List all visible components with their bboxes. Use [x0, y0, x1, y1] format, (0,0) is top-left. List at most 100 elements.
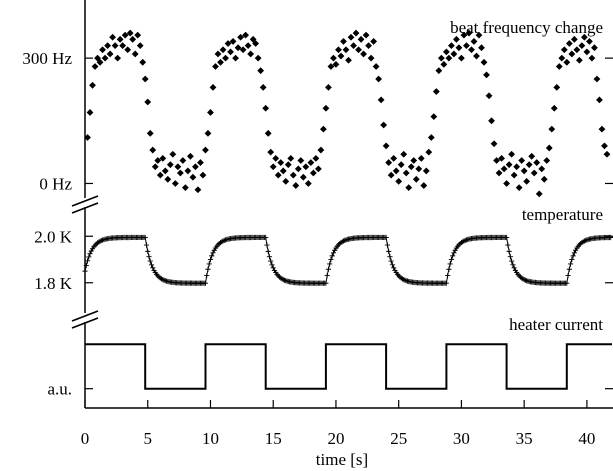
beat-frequency-point: [510, 171, 518, 179]
beat-frequency-point: [340, 38, 347, 45]
x-tick-label: 25: [390, 429, 407, 448]
beat-frequency-point: [442, 48, 450, 56]
beat-frequency-point: [523, 177, 531, 185]
beat-frequency-point: [217, 58, 224, 66]
beat-frequency-point: [234, 44, 242, 52]
beat-frequency-point: [382, 142, 390, 150]
temperature-point: [84, 258, 91, 264]
temperature-point: [511, 265, 517, 271]
temperature-point: [220, 238, 226, 244]
temperature-point: [510, 262, 516, 268]
beat-frequency-point: [505, 161, 513, 169]
beat-frequency-point: [593, 75, 601, 83]
beat-frequency-point: [166, 161, 174, 169]
beat-frequency-point: [498, 155, 505, 162]
beat-frequency-point: [187, 152, 194, 160]
beat-frequency-point: [161, 167, 169, 175]
beat-frequency-point: [219, 46, 227, 54]
beat-frequency-point: [244, 42, 252, 49]
beat-frequency-point: [91, 63, 99, 70]
beat-frequency-point: [342, 46, 350, 54]
temperature-point: [566, 266, 572, 272]
beat-frequency-point: [337, 52, 345, 60]
beat-frequency-point: [495, 169, 503, 177]
temperature-point: [327, 261, 333, 267]
temperature-point: [383, 234, 389, 241]
beat-frequency-point: [149, 146, 157, 154]
beat-frequency-point: [387, 171, 395, 179]
beat-frequency-point: [508, 150, 516, 158]
beat-frequency-point: [558, 54, 566, 62]
beat-frequency-point: [490, 140, 498, 148]
beat-frequency-point: [267, 148, 275, 156]
beat-frequency-point: [560, 46, 568, 54]
beat-frequency-point: [392, 167, 400, 175]
beat-frequency-point: [588, 54, 596, 62]
temperature-point: [204, 272, 210, 279]
temperature-point: [402, 277, 408, 283]
beat-frequency-point: [465, 29, 473, 37]
temperature-point: [342, 237, 348, 244]
temperature-point: [567, 261, 574, 267]
x-tick-label: 10: [202, 429, 219, 448]
beat-frequency-point: [573, 46, 581, 54]
beat-frequency-series: [84, 29, 611, 198]
x-tick-label: 35: [516, 429, 533, 448]
beat-frequency-point: [458, 54, 465, 62]
beat-frequency-point: [114, 54, 122, 62]
beat-frequency-point: [239, 46, 247, 54]
x-tick-label: 30: [453, 429, 470, 448]
temperature-point: [269, 262, 275, 268]
temperature-point: [142, 234, 148, 241]
beat-frequency-point: [402, 169, 410, 177]
beat-frequency-point: [447, 42, 455, 49]
beat-frequency-point: [86, 109, 94, 116]
beat-frequency-point: [327, 63, 335, 70]
beat-frequency-point: [596, 96, 603, 104]
beat-frequency-point: [372, 63, 380, 70]
axis-break-mark: [71, 310, 99, 329]
temperature-point: [340, 238, 347, 244]
temperature-point: [202, 280, 209, 286]
y-tick-label: 0 Hz: [39, 174, 72, 193]
temperature-point: [210, 250, 216, 256]
temperature-point: [160, 277, 166, 283]
beat-frequency-point: [84, 134, 91, 141]
temperature-point: [451, 250, 457, 256]
beat-frequency-point: [111, 42, 119, 49]
beat-frequency-point: [470, 38, 478, 45]
beat-frequency-point: [116, 35, 124, 43]
axis-break-mark: [71, 195, 99, 214]
beat-frequency-point: [312, 155, 320, 162]
beat-frequency-point: [139, 58, 147, 66]
beat-frequency-point: [385, 159, 393, 166]
temperature-point: [569, 256, 575, 263]
beat-frequency-point: [543, 157, 551, 164]
beat-frequency-point: [435, 67, 443, 75]
beat-frequency-point: [264, 129, 272, 137]
temperature-point: [264, 242, 270, 248]
beat-frequency-point: [591, 44, 598, 52]
beat-frequency-point: [124, 46, 132, 54]
temperature-point: [462, 237, 468, 244]
beat-frequency-point: [417, 155, 425, 162]
beat-frequency-point: [362, 31, 370, 39]
beat-frequency-point: [520, 167, 528, 175]
y-tick-label: 300 Hz: [22, 49, 72, 68]
beat-frequency-point: [307, 159, 315, 166]
beat-frequency-point: [367, 54, 375, 62]
panel-label-beat-frequency: beat frequency change: [450, 18, 603, 37]
beat-frequency-point: [284, 161, 292, 169]
beat-frequency-point: [405, 184, 413, 192]
beat-frequency-point: [570, 35, 578, 43]
beat-frequency-point: [478, 44, 485, 52]
temperature-series: [82, 234, 613, 286]
temperature-point: [207, 256, 214, 263]
beat-frequency-point: [515, 184, 523, 192]
temperature-point: [521, 277, 527, 283]
beat-frequency-point: [350, 42, 357, 49]
beat-frequency-point: [445, 54, 453, 62]
beat-frequency-point: [294, 165, 302, 173]
temperature-point: [143, 242, 150, 248]
beat-frequency-point: [430, 113, 438, 121]
